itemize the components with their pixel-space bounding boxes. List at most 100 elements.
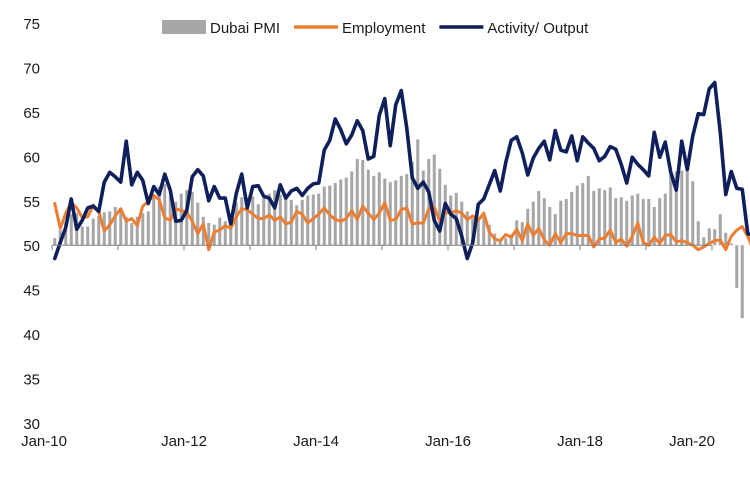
pmi-bar	[685, 171, 689, 246]
pmi-bar	[344, 177, 348, 246]
pmi-bar	[130, 223, 134, 246]
pmi-bar	[537, 191, 541, 246]
pmi-bar	[278, 194, 282, 246]
pmi-bar	[53, 238, 57, 246]
y-tick-label: 70	[23, 60, 40, 77]
pmi-bar	[157, 186, 161, 246]
y-tick-label: 50	[23, 238, 40, 255]
pmi-bar	[702, 237, 706, 246]
x-tick-label: Jan-12	[161, 433, 207, 450]
lines-layer	[52, 80, 750, 261]
x-tick-label: Jan-18	[557, 433, 603, 450]
legend-swatch-dubai-pmi	[162, 20, 206, 34]
pmi-bar	[669, 175, 673, 246]
pmi-bar	[718, 214, 722, 246]
pmi-bar	[108, 211, 112, 246]
pmi-bar	[630, 195, 634, 246]
pmi-bar	[735, 245, 739, 288]
pmi-bar	[229, 215, 233, 246]
pmi-bar	[729, 243, 733, 246]
x-tick-label: Jan-14	[293, 433, 339, 450]
pmi-bar	[416, 139, 420, 246]
pmi-bar	[531, 201, 535, 246]
axes-layer: 30 35 40 45 50 55 60 65 70 75 Jan-10 Jan-12 Jan-14 Ja…	[21, 16, 715, 450]
pmi-bar	[498, 240, 502, 246]
pmi-bar	[449, 195, 453, 246]
pmi-bar	[515, 220, 519, 246]
pmi-bar	[570, 191, 574, 246]
pmi-bar	[273, 190, 277, 246]
pmi-bar	[586, 175, 590, 246]
pmi-bar	[608, 187, 612, 246]
y-tick-label: 60	[23, 149, 40, 166]
pmi-bar	[245, 197, 249, 246]
pmi-bar	[592, 191, 596, 246]
pmi-bar	[377, 172, 381, 246]
pmi-bar	[647, 199, 651, 246]
pmi-bar	[317, 193, 321, 246]
pmi-bar	[663, 193, 667, 246]
pmi-bar	[658, 198, 662, 246]
pmi-bar	[432, 154, 436, 246]
y-tick-label: 75	[23, 16, 40, 33]
legend-label-dubai-pmi: Dubai PMI	[210, 20, 280, 37]
y-tick-label: 30	[23, 416, 40, 433]
pmi-bar	[482, 216, 486, 246]
y-tick-label: 65	[23, 105, 40, 122]
pmi-bar	[713, 229, 717, 246]
y-tick-label: 55	[23, 194, 40, 211]
pmi-bar	[234, 202, 238, 246]
pmi-bar	[581, 183, 585, 246]
pmi-bar	[559, 200, 563, 246]
pmi-bar	[174, 201, 178, 246]
activity-output-line	[52, 80, 750, 261]
pmi-bar	[97, 215, 101, 246]
y-tick-label: 40	[23, 327, 40, 344]
pmi-bar	[64, 222, 68, 246]
pmi-bar	[113, 207, 117, 246]
x-tick-label: Jan-16	[425, 433, 471, 450]
pmi-bar	[207, 223, 211, 246]
x-tick-label: Jan-20	[669, 433, 715, 450]
pmi-bar	[696, 221, 700, 246]
legend-label-activity-output: Activity/ Output	[487, 20, 589, 37]
pmi-bar	[300, 199, 304, 246]
pmi-bar	[333, 183, 337, 246]
pmi-bar	[680, 170, 684, 246]
pmi-bar	[553, 214, 557, 246]
pmi-bar	[619, 197, 623, 246]
y-tick-label: 45	[23, 283, 40, 300]
pmi-bar	[548, 207, 552, 246]
pmi-bar	[388, 182, 392, 246]
pmi-bar	[80, 226, 84, 246]
pmi-bar	[597, 188, 601, 246]
pmi-bar	[421, 170, 425, 246]
pmi-bar	[91, 218, 95, 246]
pmi-bar	[460, 201, 464, 246]
pmi-bar	[394, 180, 398, 246]
pmi-bar	[295, 205, 299, 246]
pmi-bar	[641, 199, 645, 246]
pmi-bar	[366, 169, 370, 246]
pmi-bar	[361, 159, 365, 246]
pmi-bar	[119, 207, 123, 246]
pmi-bar	[465, 211, 469, 246]
pmi-bar	[487, 224, 491, 246]
pmi-bar	[240, 197, 244, 246]
pmi-bar	[614, 198, 618, 246]
pmi-bar	[575, 185, 579, 246]
pmi-bar	[372, 175, 376, 246]
pmi-bar	[256, 204, 260, 246]
pmi-bar	[636, 193, 640, 246]
legend-label-employment: Employment	[342, 20, 426, 37]
y-tick-label: 35	[23, 372, 40, 389]
pmi-bar	[124, 216, 128, 246]
pmi-bar	[564, 199, 568, 246]
pmi-bar	[383, 178, 387, 246]
pmi-bar	[69, 214, 73, 246]
pmi-bar	[724, 232, 728, 246]
pmi-bar	[135, 216, 139, 246]
pmi-bar	[740, 245, 744, 319]
pmi-bar	[410, 161, 414, 246]
pmi-bar	[438, 168, 442, 246]
